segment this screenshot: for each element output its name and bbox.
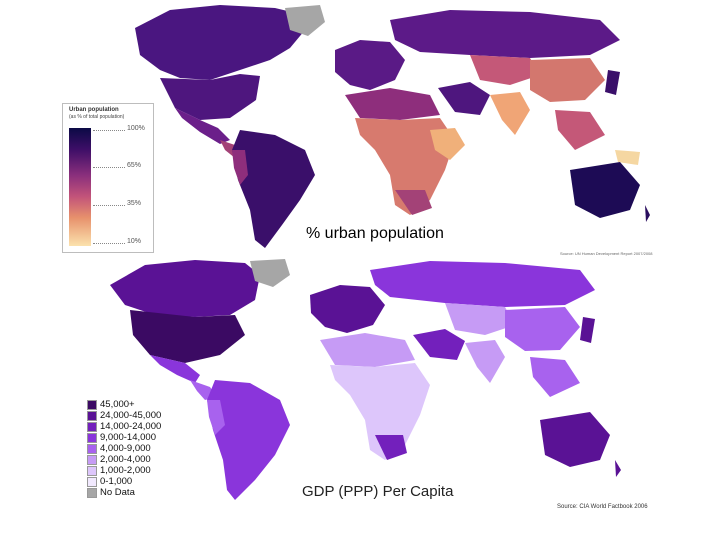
- gdp-legend-label: 4,000-9,000: [100, 443, 151, 454]
- legend-tick-line: [93, 243, 125, 244]
- gdp-legend-label: 14,000-24,000: [100, 421, 162, 433]
- sub-saharan-africa-region: [355, 118, 455, 215]
- europe-region: [335, 40, 405, 90]
- southeast-asia-region: [555, 110, 605, 150]
- new-zealand-region: [645, 205, 650, 222]
- legend-tick-line: [93, 205, 125, 206]
- gdp-map-source: Source: CIA World Factbook 2006: [557, 504, 648, 510]
- gdp-map-caption: GDP (PPP) Per Capita: [302, 483, 454, 500]
- australia-region: [570, 162, 640, 218]
- gdp-legend-row: 14,000-24,000: [87, 422, 197, 433]
- gdp-legend-label: 2,000-4,000: [100, 453, 151, 465]
- north-africa-region: [320, 333, 415, 367]
- mexico-region: [150, 355, 200, 383]
- gdp-legend-swatch: [87, 422, 97, 433]
- urban-population-map: [135, 5, 650, 248]
- urban-map-caption: % urban population: [306, 225, 444, 242]
- gdp-legend-label: 9,000-14,000: [100, 432, 156, 444]
- legend-tick-line: [93, 167, 125, 168]
- india-region: [465, 340, 505, 383]
- usa-region: [160, 74, 260, 120]
- legend-tick-65: 65%: [127, 162, 142, 169]
- greenland-region: [285, 5, 325, 36]
- central-asia-region: [470, 55, 540, 85]
- gdp-legend-label: 24,000-45,000: [100, 410, 162, 422]
- japan-korea-region: [580, 317, 595, 343]
- andean-region: [207, 400, 225, 435]
- legend-tick-100: 100%: [127, 125, 145, 132]
- gdp-legend-row: No Data: [87, 487, 197, 498]
- southeast-asia-region: [530, 357, 580, 397]
- gdp-legend-row: 24,000-45,000: [87, 411, 197, 422]
- legend-tick-35: 35%: [127, 200, 142, 207]
- europe-region: [310, 285, 385, 333]
- middle-east-region: [438, 82, 490, 115]
- new-zealand-region: [615, 460, 621, 477]
- russia-region: [390, 10, 620, 58]
- legend-tick-line: [93, 130, 125, 131]
- southern-africa-region: [375, 435, 407, 460]
- gdp-legend-swatch: [87, 444, 97, 454]
- sub-saharan-africa-region: [330, 363, 430, 460]
- gdp-legend-swatch: [87, 487, 97, 498]
- north-africa-region: [345, 88, 440, 120]
- gdp-per-capita-map: [110, 259, 621, 500]
- gdp-legend-swatch: [87, 400, 97, 411]
- china-region: [530, 58, 605, 102]
- canada-region: [110, 260, 260, 317]
- gdp-legend-swatch: [87, 476, 97, 487]
- greenland-region: [250, 259, 290, 287]
- south-america-region: [232, 130, 315, 248]
- middle-east-region: [413, 329, 465, 360]
- usa-region: [130, 310, 245, 363]
- gdp-legend-row: 2,000-4,000: [87, 454, 197, 465]
- gdp-legend-swatch: [87, 465, 97, 476]
- png-region: [615, 150, 640, 165]
- gdp-legend-row: 4,000-9,000: [87, 444, 197, 455]
- central-asia-region: [445, 303, 515, 335]
- urban-population-legend: Urban population (as % of total populati…: [62, 103, 154, 253]
- legend-title: Urban population: [69, 107, 119, 113]
- gdp-legend-swatch: [87, 454, 97, 465]
- japan-korea-region: [605, 70, 620, 95]
- china-region: [505, 307, 580, 351]
- east-africa-region: [430, 128, 465, 160]
- gdp-legend-label: No Data: [100, 486, 135, 498]
- india-region: [490, 92, 530, 135]
- gdp-legend-row: 1,000-2,000: [87, 465, 197, 476]
- legend-subtitle: (as % of total population): [69, 114, 125, 120]
- gdp-legend-label: 45,000+: [100, 399, 135, 411]
- gdp-legend-swatch: [87, 433, 97, 444]
- southern-africa-region: [395, 190, 432, 215]
- gdp-legend-swatch: [87, 411, 97, 422]
- legend-color-ramp: [69, 128, 91, 246]
- gdp-legend-row: 0-1,000: [87, 476, 197, 487]
- urban-map-source: Source: UN Human Development Report 2007…: [560, 251, 653, 256]
- gdp-legend-label: 1,000-2,000: [100, 464, 151, 476]
- south-america-region: [207, 380, 290, 500]
- australia-region: [540, 412, 610, 467]
- legend-tick-10: 10%: [127, 238, 142, 245]
- gdp-legend: 45,000+ 24,000-45,000 14,000-24,000 9,00…: [87, 400, 197, 498]
- andean-region: [232, 150, 248, 185]
- mexico-region: [175, 108, 230, 144]
- gdp-legend-row: 45,000+: [87, 400, 197, 411]
- gdp-legend-row: 9,000-14,000: [87, 433, 197, 444]
- russia-region: [370, 261, 595, 307]
- canada-region: [135, 5, 305, 80]
- gdp-legend-label: 0-1,000: [100, 475, 133, 487]
